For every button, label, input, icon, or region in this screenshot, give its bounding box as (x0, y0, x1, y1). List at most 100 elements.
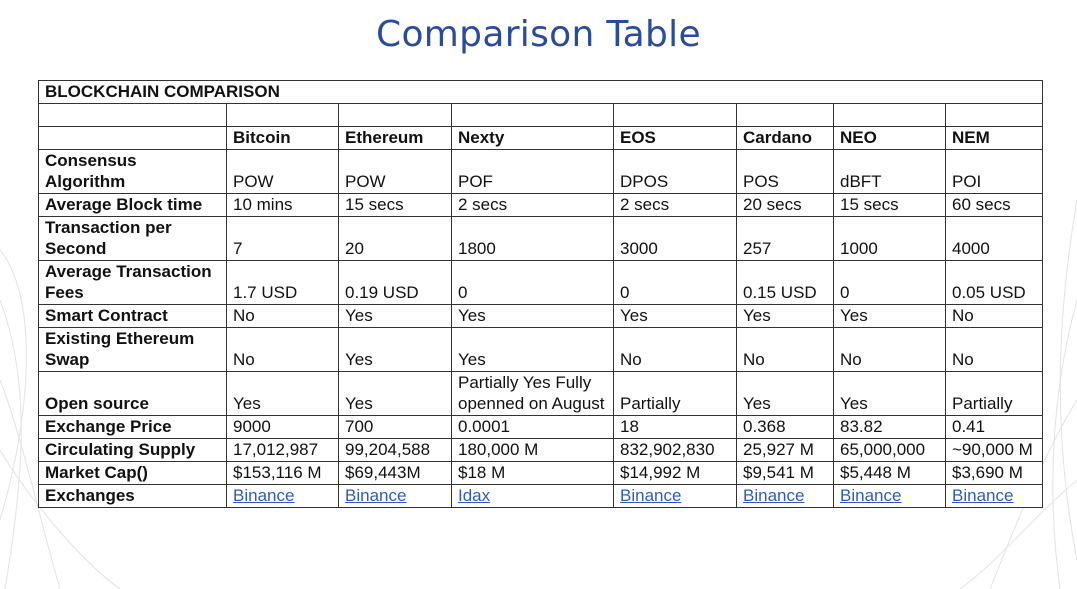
row-header: Market Cap() (38, 461, 227, 485)
table-row: Circulating Supply 17,012,987 99,204,588 18… (38, 438, 1044, 462)
column-header-bitcoin: Bitcoin (226, 126, 339, 150)
column-header-nexty: Nexty (451, 126, 614, 150)
exchange-cell: Binance (226, 484, 339, 508)
table-cell: ~90,000 M (944, 438, 1044, 462)
table-cell: 4000 (944, 216, 1044, 261)
column-header-cardano: Cardano (736, 126, 834, 150)
empty-cell (944, 103, 1044, 127)
table-cell: POW (226, 149, 339, 194)
table-cell: 0 (613, 260, 737, 305)
table-cell: POS (736, 149, 834, 194)
empty-cell (613, 103, 737, 127)
exchange-link[interactable]: Binance (233, 486, 295, 505)
table-cell: 0 (451, 260, 614, 305)
table-cell: dBFT (833, 149, 946, 194)
table-cell: No (226, 327, 339, 372)
exchange-cell: Binance (613, 484, 737, 508)
table-cell: No (613, 327, 737, 372)
table-cell: 0.05 USD (944, 260, 1044, 305)
table-cell: $153,116 M (226, 461, 339, 485)
row-header: Open source (38, 371, 227, 416)
table-cell: No (736, 327, 834, 372)
table-cell: 9000 (226, 415, 339, 439)
empty-cell (226, 103, 339, 127)
table-cell: Yes (736, 304, 834, 328)
table-cell: 20 (338, 216, 452, 261)
table-cell: 0.19 USD (338, 260, 452, 305)
table-cell: 0.0001 (451, 415, 614, 439)
table-cell: 832,902,830 (613, 438, 737, 462)
spacer-row (38, 103, 1044, 127)
table-cell: Partially (613, 371, 737, 416)
table-cell: 257 (736, 216, 834, 261)
table-cell: $18 M (451, 461, 614, 485)
table-cell: Yes (736, 371, 834, 416)
table-cell: POW (338, 149, 452, 194)
table-cell: Yes (226, 371, 339, 416)
table-cell: Yes (338, 327, 452, 372)
table-cell: 99,204,588 (338, 438, 452, 462)
exchange-cell: Binance (833, 484, 946, 508)
column-header-ethereum: Ethereum (338, 126, 452, 150)
table-cell: 60 secs (944, 193, 1044, 217)
row-header: Transaction per Second (38, 216, 227, 261)
table-cell: $5,448 M (833, 461, 946, 485)
table-cell: 65,000,000 (833, 438, 946, 462)
table-cell: Yes (451, 327, 614, 372)
table-row: Exchange Price 9000 700 0.0001 18 0.368 83.82 0… (38, 415, 1044, 439)
table-cell: 0.368 (736, 415, 834, 439)
row-header: Consensus Algorithm (38, 149, 227, 194)
table-cell: 0 (833, 260, 946, 305)
exchange-link[interactable]: Binance (345, 486, 407, 505)
column-header-eos: EOS (613, 126, 737, 150)
table-cell: POF (451, 149, 614, 194)
table-cell: Partially (944, 371, 1044, 416)
table-cell: 0.41 (944, 415, 1044, 439)
table-row: Exchanges Binance Binance Idax Binance Binanc… (38, 484, 1044, 508)
table-cell: Yes (613, 304, 737, 328)
table-caption-row: BLOCKCHAIN COMPARISON (37, 80, 1044, 104)
table-cell: No (833, 327, 946, 372)
table-row: Existing Ethereum Swap No Yes Yes No No No No (38, 327, 1044, 372)
row-header: Existing Ethereum Swap (38, 327, 227, 372)
empty-cell (736, 103, 834, 127)
table-cell: POI (944, 149, 1044, 194)
table-cell: $9,541 M (736, 461, 834, 485)
table-cell: 15 secs (338, 193, 452, 217)
column-header-neo: NEO (833, 126, 946, 150)
row-header: Smart Contract (38, 304, 227, 328)
column-header-row: Bitcoin Ethereum Nexty EOS Cardano NEO N… (38, 126, 1044, 150)
table-cell: 1000 (833, 216, 946, 261)
table-cell: No (944, 327, 1044, 372)
table-cell: 7 (226, 216, 339, 261)
empty-cell (38, 126, 227, 150)
table-cell: $14,992 M (613, 461, 737, 485)
table-cell: No (226, 304, 339, 328)
row-header: Average Transaction Fees (38, 260, 227, 305)
page-title: Comparison Table (376, 14, 701, 55)
table-row: Average Block time 10 mins 15 secs 2 secs 2 … (38, 193, 1044, 217)
table-row: Transaction per Second 7 20 1800 3000 257 1000… (38, 216, 1044, 261)
exchange-link[interactable]: Binance (840, 486, 902, 505)
exchange-cell: Binance (944, 484, 1044, 508)
empty-cell (338, 103, 452, 127)
table-cell: 700 (338, 415, 452, 439)
exchange-cell: Idax (451, 484, 614, 508)
table-row: Consensus Algorithm POW POW POF DPOS POS dBFT P… (38, 149, 1044, 194)
exchange-link[interactable]: Binance (620, 486, 682, 505)
table-cell: $3,690 M (944, 461, 1044, 485)
table-cell: Yes (451, 304, 614, 328)
table-cell: Yes (833, 371, 946, 416)
table-row: Smart Contract No Yes Yes Yes Yes Yes No (38, 304, 1044, 328)
exchange-link[interactable]: Binance (743, 486, 805, 505)
table-cell: 1800 (451, 216, 614, 261)
table-row: Average Transaction Fees 1.7 USD 0.19 USD 0… (38, 260, 1044, 305)
exchange-link[interactable]: Idax (458, 486, 491, 505)
table-cell: 17,012,987 (226, 438, 339, 462)
exchange-link[interactable]: Binance (952, 486, 1014, 505)
exchange-cell: Binance (338, 484, 452, 508)
table-row: Open source Yes Yes Partially Yes Fully ope… (38, 371, 1044, 416)
empty-cell (833, 103, 946, 127)
table-cell: Partially Yes Fully openned on August (451, 371, 614, 416)
